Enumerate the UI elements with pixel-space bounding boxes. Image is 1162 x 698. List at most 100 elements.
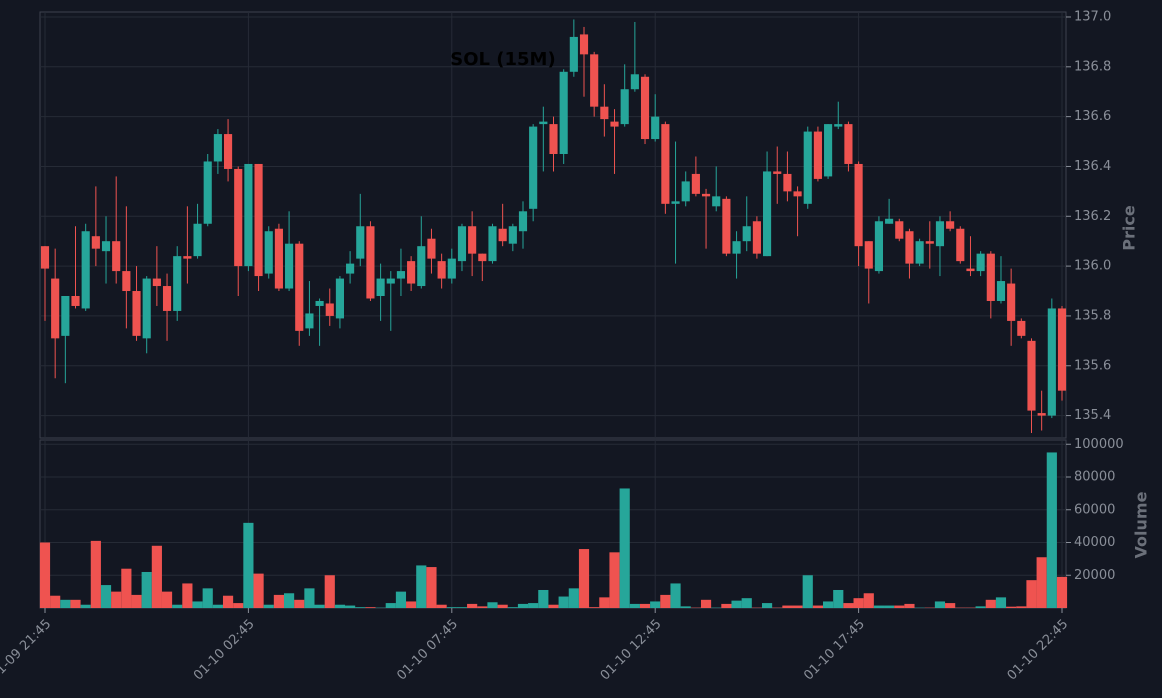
volume-bar — [873, 605, 885, 608]
candle-body — [366, 226, 375, 299]
volume-bar — [975, 606, 986, 608]
volume-bar — [60, 599, 71, 608]
candle-body — [1007, 283, 1016, 321]
volume-bar — [131, 594, 142, 608]
candle-body — [162, 286, 172, 311]
y-tick-label: 136.4 — [1074, 159, 1111, 174]
candle-body — [274, 228, 283, 289]
volume-bar — [843, 603, 854, 608]
candle-body — [356, 226, 365, 259]
chart-title: SOL (15M) — [450, 49, 555, 70]
candle-body — [40, 246, 50, 269]
candle-body — [234, 168, 243, 267]
y-tick-label: 135.6 — [1074, 358, 1111, 373]
candle-body — [874, 221, 884, 272]
volume-bar — [253, 573, 264, 608]
y-tick-label: 136.0 — [1074, 259, 1111, 274]
volume-bar — [111, 591, 122, 608]
candle-body — [803, 131, 812, 204]
candle-body — [529, 126, 538, 209]
candle-body — [752, 221, 761, 254]
candle-body — [508, 226, 517, 244]
volume-bar — [802, 575, 813, 608]
candle-body — [559, 71, 568, 154]
candle-body — [986, 253, 995, 301]
candle-body — [976, 253, 985, 272]
volume-bar — [192, 601, 203, 608]
candle-body — [864, 241, 873, 269]
volume-bar — [334, 604, 346, 608]
volume-bar — [741, 598, 752, 608]
candle-body — [376, 278, 385, 296]
candle-body — [264, 231, 273, 274]
marks — [39, 19, 1068, 608]
volume-bar — [538, 589, 549, 608]
candle-body — [681, 181, 690, 202]
volume-bar — [314, 604, 325, 608]
candle-body — [122, 271, 131, 292]
candle-body — [447, 258, 456, 279]
volume-bar — [1046, 452, 1057, 608]
y-tick-label: 137.0 — [1074, 9, 1111, 24]
candle-body — [783, 173, 792, 192]
x-tick-label: 01-10 12:45 — [598, 617, 665, 684]
candle-body — [203, 161, 212, 224]
volume-bar — [700, 599, 712, 608]
volume-bar — [619, 488, 630, 608]
candle-body — [793, 191, 802, 197]
volume-bar — [558, 596, 569, 608]
candle-body — [183, 256, 192, 259]
candle-body — [91, 236, 100, 249]
candle-body — [1047, 308, 1056, 416]
candle-body — [305, 313, 314, 329]
volume-bar — [680, 606, 691, 608]
candle-body — [498, 228, 507, 242]
candle-body — [600, 106, 609, 120]
candle-body — [325, 303, 334, 316]
volume-bar — [985, 599, 996, 608]
candle-body — [854, 163, 863, 247]
volume-bar — [548, 604, 559, 608]
volume-bar — [90, 540, 101, 608]
candle-body — [152, 278, 161, 287]
candle-body — [478, 253, 487, 262]
candle-body — [915, 241, 924, 264]
candle-body — [885, 218, 894, 224]
candle-body — [671, 201, 680, 204]
candle-body — [742, 226, 751, 242]
volume-bar — [650, 601, 661, 608]
x-tick-label: 01-10 07:45 — [394, 617, 461, 684]
candle-body — [539, 121, 548, 125]
candle-body — [193, 223, 202, 257]
y-tick-label: 136.2 — [1074, 209, 1111, 224]
candle-body — [956, 228, 965, 262]
candle-body — [457, 226, 467, 262]
candle-body — [824, 124, 833, 177]
candle-body — [254, 163, 263, 277]
volume-bar — [406, 601, 417, 608]
volume-bar — [670, 583, 681, 608]
candle-body — [468, 226, 477, 254]
candle-body — [722, 198, 731, 254]
volume-bar — [294, 599, 305, 608]
candle-body — [61, 296, 70, 336]
volume-bar — [1036, 557, 1047, 608]
candle-body — [701, 193, 711, 197]
candle-body — [620, 89, 629, 125]
candle-body — [1037, 413, 1046, 416]
candle-body — [844, 124, 853, 164]
candle-body — [946, 221, 955, 229]
candle-body — [437, 261, 446, 279]
volume-bar — [436, 604, 447, 608]
volume-axis-label: Volume — [1132, 491, 1151, 558]
candle-body — [966, 268, 975, 272]
candle-body — [935, 221, 945, 247]
candle-body — [813, 131, 822, 179]
volume-bar — [222, 595, 234, 608]
candle-body — [549, 124, 558, 154]
volume-bar — [589, 607, 600, 608]
y-tick-label: 135.4 — [1074, 408, 1111, 423]
volume-bar — [182, 583, 193, 608]
volume-bar — [233, 603, 244, 608]
volume-bar — [1026, 580, 1037, 608]
